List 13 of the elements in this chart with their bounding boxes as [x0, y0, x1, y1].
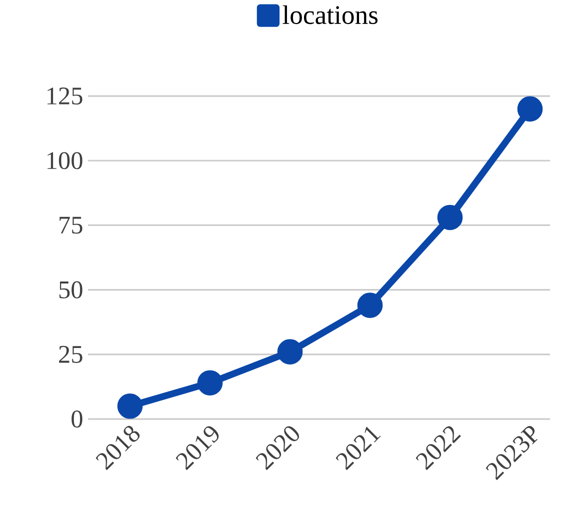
- point: [437, 204, 463, 230]
- y-tick-label: 50: [59, 281, 82, 298]
- point: [117, 393, 143, 419]
- y-tick-label: 25: [59, 346, 82, 363]
- point: [197, 370, 223, 396]
- legend-label: locations: [282, 5, 378, 24]
- y-tick-label: 100: [48, 152, 82, 170]
- point: [357, 292, 383, 318]
- y-tick-label: 0: [72, 410, 82, 428]
- y-tick-label: 125: [48, 88, 82, 105]
- y-tick-label: 75: [60, 216, 82, 234]
- point: [277, 339, 303, 364]
- point: [517, 96, 543, 122]
